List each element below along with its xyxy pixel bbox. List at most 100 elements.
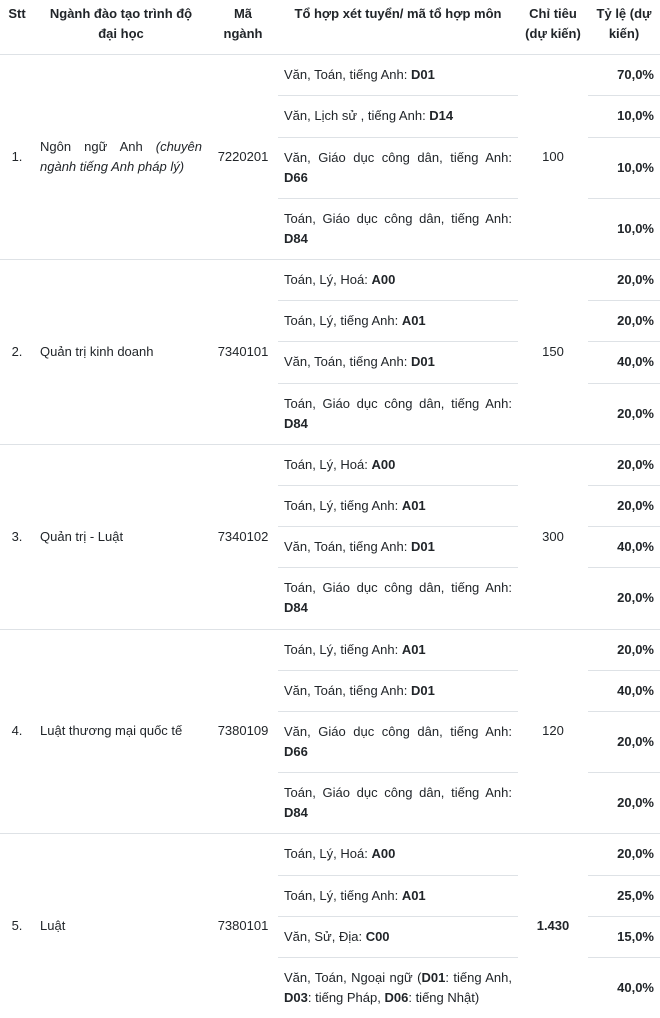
cell-combo: Toán, Lý, tiếng Anh: A01 (278, 875, 518, 916)
cell-ratio: 40,0% (588, 957, 660, 1018)
combo-text: Văn, Lịch sử , tiếng Anh: (284, 108, 429, 123)
combo-text: Văn, Toán, tiếng Anh: (284, 683, 411, 698)
combo-code: D01 (411, 67, 435, 82)
combo-code: D06 (384, 990, 408, 1005)
cell-ratio: 20,0% (588, 568, 660, 629)
cell-major: Quản trị - Luật (34, 444, 208, 629)
combo-code: D66 (284, 170, 308, 185)
cell-major: Ngôn ngữ Anh (chuyên ngành tiếng Anh phá… (34, 55, 208, 260)
cell-ratio: 20,0% (588, 485, 660, 526)
combo-text: Toán, Lý, tiếng Anh: (284, 888, 402, 903)
admissions-table: Stt Ngành đào tạo trình độ đại học Mã ng… (0, 0, 660, 1018)
combo-code: D84 (284, 416, 308, 431)
cell-quota: 100 (518, 55, 588, 260)
cell-code: 7340102 (208, 444, 278, 629)
cell-stt: 4. (0, 629, 34, 834)
combo-code: D01 (411, 683, 435, 698)
combo-text: Toán, Lý, Hoá: (284, 272, 371, 287)
cell-ratio: 20,0% (588, 629, 660, 670)
cell-ratio: 40,0% (588, 342, 660, 383)
combo-code: D01 (411, 539, 435, 554)
cell-ratio: 10,0% (588, 137, 660, 198)
cell-code: 7220201 (208, 55, 278, 260)
cell-combo: Văn, Toán, tiếng Anh: D01 (278, 527, 518, 568)
cell-ratio: 15,0% (588, 916, 660, 957)
combo-code: A00 (371, 846, 395, 861)
combo-code: D01 (411, 354, 435, 369)
combo-code: D84 (284, 805, 308, 820)
table-row: 2.Quản trị kinh doanh7340101Toán, Lý, Ho… (0, 260, 660, 301)
combo-code: A01 (402, 498, 426, 513)
combo-text: Toán, Lý, tiếng Anh: (284, 313, 402, 328)
cell-code: 7380109 (208, 629, 278, 834)
table-row: 1.Ngôn ngữ Anh (chuyên ngành tiếng Anh p… (0, 55, 660, 96)
header-quota: Chỉ tiêu (dự kiến) (518, 0, 588, 55)
table-row: 5.Luật7380101Toán, Lý, Hoá: A001.43020,0… (0, 834, 660, 875)
cell-ratio: 20,0% (588, 444, 660, 485)
cell-code: 7340101 (208, 260, 278, 445)
cell-ratio: 40,0% (588, 670, 660, 711)
cell-stt: 2. (0, 260, 34, 445)
major-name: Luật (40, 918, 65, 933)
cell-quota: 300 (518, 444, 588, 629)
combo-text: Toán, Giáo dục công dân, tiếng Anh: (284, 396, 512, 411)
cell-combo: Toán, Giáo dục công dân, tiếng Anh: D84 (278, 198, 518, 259)
combo-code: A00 (371, 457, 395, 472)
combo-text: Văn, Toán, tiếng Anh: (284, 67, 411, 82)
header-combo: Tổ hợp xét tuyển/ mã tổ hợp môn (278, 0, 518, 55)
combo-text: Toán, Giáo dục công dân, tiếng Anh: (284, 211, 512, 226)
header-ratio: Tỷ lệ (dự kiến) (588, 0, 660, 55)
combo-text: Toán, Giáo dục công dân, tiếng Anh: (284, 785, 512, 800)
cell-combo: Văn, Toán, Ngoại ngữ (D01: tiếng Anh, D0… (278, 957, 518, 1018)
combo-code: D84 (284, 600, 308, 615)
cell-ratio: 70,0% (588, 55, 660, 96)
cell-combo: Văn, Toán, tiếng Anh: D01 (278, 55, 518, 96)
cell-ratio: 40,0% (588, 527, 660, 568)
cell-combo: Văn, Giáo dục công dân, tiếng Anh: D66 (278, 137, 518, 198)
combo-code: A00 (371, 272, 395, 287)
cell-stt: 5. (0, 834, 34, 1018)
table-row: 3.Quản trị - Luật7340102Toán, Lý, Hoá: A… (0, 444, 660, 485)
cell-stt: 3. (0, 444, 34, 629)
cell-code: 7380101 (208, 834, 278, 1018)
combo-text: Toán, Lý, tiếng Anh: (284, 642, 402, 657)
combo-text: Văn, Toán, tiếng Anh: (284, 539, 411, 554)
cell-ratio: 10,0% (588, 96, 660, 137)
major-name: Ngôn ngữ Anh (40, 139, 156, 154)
cell-stt: 1. (0, 55, 34, 260)
major-name: Quản trị - Luật (40, 529, 123, 544)
cell-ratio: 25,0% (588, 875, 660, 916)
combo-code: A01 (402, 888, 426, 903)
combo-code: D66 (284, 744, 308, 759)
combo-code: D01 (421, 970, 445, 985)
cell-quota: 1.430 (518, 834, 588, 1018)
cell-ratio: 20,0% (588, 834, 660, 875)
cell-quota: 120 (518, 629, 588, 834)
combo-code: A01 (402, 313, 426, 328)
combo-text: Văn, Toán, tiếng Anh: (284, 354, 411, 369)
cell-combo: Văn, Toán, tiếng Anh: D01 (278, 670, 518, 711)
cell-combo: Toán, Lý, tiếng Anh: A01 (278, 485, 518, 526)
cell-major: Luật thương mại quốc tế (34, 629, 208, 834)
table-header: Stt Ngành đào tạo trình độ đại học Mã ng… (0, 0, 660, 55)
cell-ratio: 20,0% (588, 711, 660, 772)
combo-text: Văn, Giáo dục công dân, tiếng Anh: (284, 150, 512, 165)
cell-combo: Toán, Giáo dục công dân, tiếng Anh: D84 (278, 568, 518, 629)
cell-combo: Văn, Toán, tiếng Anh: D01 (278, 342, 518, 383)
cell-ratio: 20,0% (588, 260, 660, 301)
header-stt: Stt (0, 0, 34, 55)
combo-text: Văn, Sử, Địa: (284, 929, 366, 944)
combo-code: C00 (366, 929, 390, 944)
combo-text: Toán, Giáo dục công dân, tiếng Anh: (284, 580, 512, 595)
combo-code: A01 (402, 642, 426, 657)
cell-combo: Văn, Giáo dục công dân, tiếng Anh: D66 (278, 711, 518, 772)
cell-combo: Toán, Lý, tiếng Anh: A01 (278, 629, 518, 670)
cell-combo: Toán, Lý, tiếng Anh: A01 (278, 301, 518, 342)
cell-ratio: 20,0% (588, 773, 660, 834)
cell-major: Quản trị kinh doanh (34, 260, 208, 445)
major-name: Luật thương mại quốc tế (40, 723, 182, 738)
combo-text: Toán, Lý, Hoá: (284, 457, 371, 472)
header-code: Mã ngành (208, 0, 278, 55)
cell-major: Luật (34, 834, 208, 1018)
cell-quota: 150 (518, 260, 588, 445)
